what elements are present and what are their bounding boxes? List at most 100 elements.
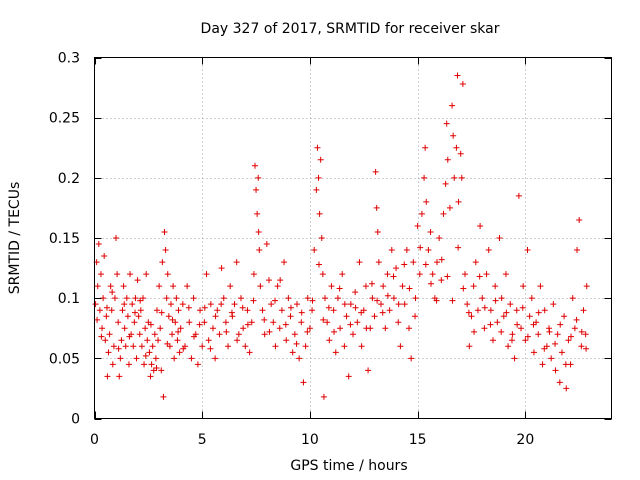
data-point — [151, 331, 158, 338]
data-point — [416, 271, 423, 278]
data-point — [494, 319, 501, 326]
data-point — [434, 259, 441, 266]
data-point — [185, 304, 192, 311]
data-point — [451, 174, 458, 181]
data-point — [296, 355, 303, 362]
data-point — [261, 331, 268, 338]
data-point — [121, 301, 128, 308]
data-point — [569, 295, 576, 302]
data-point — [530, 321, 537, 328]
data-point — [541, 307, 548, 314]
data-point — [111, 295, 118, 302]
data-point — [352, 304, 359, 311]
x-axis-label: GPS time / hours — [290, 458, 407, 474]
data-point — [444, 273, 451, 280]
data-point — [498, 295, 505, 302]
data-point — [583, 283, 590, 290]
data-point — [369, 295, 376, 302]
y-axis-label: SRMTID / TECUs — [7, 182, 23, 295]
data-point — [298, 319, 305, 326]
data-point — [186, 319, 193, 326]
data-point — [483, 271, 490, 278]
data-point — [157, 325, 164, 332]
data-point — [272, 343, 279, 350]
data-point — [117, 355, 124, 362]
data-point — [218, 301, 225, 308]
data-point — [199, 343, 206, 350]
data-point — [277, 277, 284, 284]
data-point — [492, 297, 499, 304]
data-point — [562, 361, 569, 368]
data-point — [137, 297, 144, 304]
data-point — [107, 283, 114, 290]
data-point — [171, 355, 178, 362]
data-point — [455, 244, 462, 251]
data-point — [281, 259, 288, 266]
data-point — [212, 355, 219, 362]
data-point — [558, 349, 565, 356]
data-point — [250, 271, 257, 278]
data-point — [244, 307, 251, 314]
data-point — [471, 328, 478, 335]
data-point — [347, 321, 354, 328]
data-point — [421, 174, 428, 181]
y-tick-label: 0.1 — [58, 291, 80, 307]
data-points — [92, 72, 590, 400]
data-point — [449, 297, 456, 304]
data-point — [127, 271, 134, 278]
data-point — [583, 345, 590, 352]
data-point — [548, 355, 555, 362]
data-point — [239, 304, 246, 311]
data-point — [399, 283, 406, 290]
data-point — [509, 331, 516, 338]
data-point — [481, 325, 488, 332]
data-point — [138, 343, 145, 350]
chart-title: Day 327 of 2017, SRMTID for receiver ska… — [201, 21, 500, 37]
data-point — [446, 204, 453, 211]
data-point — [175, 328, 182, 335]
data-point — [505, 343, 512, 350]
data-point — [101, 253, 108, 260]
data-point — [393, 265, 400, 272]
data-point — [513, 307, 520, 314]
data-point — [514, 321, 521, 328]
data-point — [526, 313, 533, 320]
data-point — [191, 333, 198, 340]
data-point — [207, 301, 214, 308]
data-point — [427, 280, 434, 287]
data-point — [341, 343, 348, 350]
data-point — [417, 244, 424, 251]
data-point — [390, 273, 397, 280]
data-point — [278, 307, 285, 314]
data-point — [341, 301, 348, 308]
data-point — [454, 72, 461, 79]
data-point — [287, 313, 294, 320]
data-point — [371, 313, 378, 320]
data-point — [234, 337, 241, 344]
data-point — [537, 283, 544, 290]
data-point — [556, 379, 563, 386]
data-point — [500, 313, 507, 320]
data-point — [438, 256, 445, 263]
data-point — [319, 271, 326, 278]
data-point — [94, 316, 101, 323]
data-point — [539, 361, 546, 368]
data-point — [406, 285, 413, 292]
data-point — [384, 292, 391, 299]
data-point — [330, 307, 337, 314]
data-point — [240, 325, 247, 332]
data-point — [103, 313, 110, 320]
data-point — [470, 283, 477, 290]
data-point — [496, 235, 503, 241]
data-point — [164, 340, 171, 347]
data-point — [334, 295, 341, 302]
data-point — [374, 297, 381, 304]
data-point — [455, 198, 462, 205]
data-point — [395, 301, 402, 308]
data-point — [122, 343, 129, 350]
data-point — [578, 328, 585, 335]
data-point — [125, 361, 132, 368]
data-point — [574, 247, 581, 254]
x-tick-labels: 0 5 10 15 20 — [90, 432, 534, 448]
y-tick-label: 0.2 — [58, 171, 80, 187]
